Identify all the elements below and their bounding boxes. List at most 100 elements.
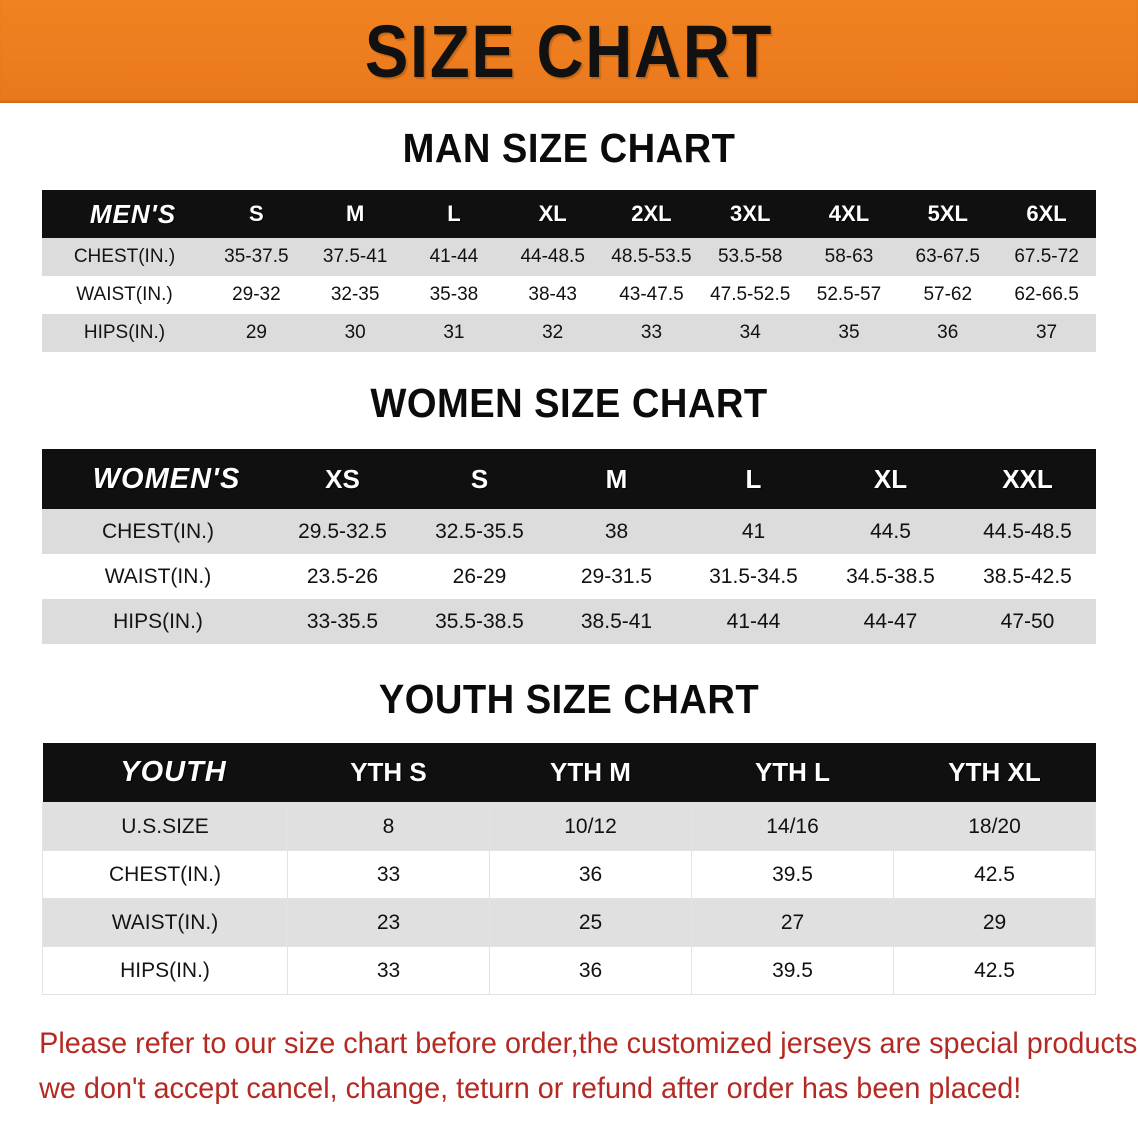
man-cell-1-7: 57-62	[923, 284, 973, 305]
man-row-label-2: HIPS(IN.)	[83, 322, 166, 343]
youth-row-label-1: CHEST(IN.)	[42, 850, 288, 899]
youth-table-row: CHEST(IN.) 33 36 39.5 42.5	[42, 850, 1096, 899]
women-column-header-3: L	[745, 463, 762, 494]
youth-table-row: U.S.SIZE 8 10/12 14/16 18/20	[42, 802, 1096, 851]
man-cell-2-3: 32	[542, 322, 564, 343]
man-table-row: WAIST(IN.) 29-32 32-35 35-38 38-43 43-47.5 47.…	[42, 276, 1096, 314]
women-cell-1-4: 34.5-38.5	[846, 564, 935, 588]
man-cell-1-3: 38-43	[528, 284, 577, 305]
youth-cell-2-1: 25	[489, 898, 692, 947]
man-column-header-3: XL	[538, 201, 567, 226]
youth-row-label-0: U.S.SIZE	[42, 802, 288, 851]
youth-cell-0-1: 10/12	[489, 802, 692, 851]
man-column-header-7: 5XL	[927, 201, 968, 226]
man-cell-2-5: 34	[739, 322, 761, 343]
youth-cell-0-2: 14/16	[691, 802, 894, 851]
youth-table-head: YOUTH YTH S YTH M YTH L YTH XL	[42, 743, 1096, 803]
women-table-head: WOMEN'S XS S M L XL XXL	[42, 449, 1096, 509]
man-cell-1-5: 47.5-52.5	[710, 284, 791, 305]
youth-row-label-2: WAIST(IN.)	[42, 898, 288, 947]
women-cell-1-1: 26-29	[452, 564, 507, 588]
man-size-chart-container: MEN'S S M L XL 2XL 3XL 4XL 5XL 6XL CHEST(IN.) 35-…	[42, 190, 1096, 352]
women-table-row: CHEST(IN.) 29.5-32.5 32.5-35.5 38 41 44.5 44.5…	[42, 509, 1096, 554]
man-column-header-0: S	[249, 201, 264, 226]
youth-cell-0-3: 18/20	[893, 802, 1096, 851]
man-cell-2-1: 30	[344, 322, 366, 343]
women-header-row: WOMEN'S XS S M L XL XXL	[42, 449, 1096, 509]
youth-header-label: YOUTH	[120, 756, 227, 788]
man-table-row: CHEST(IN.) 35-37.5 37.5-41 41-44 44-48.5 48.5…	[42, 238, 1096, 276]
order-policy-note-line-1: Please refer to our size chart before or…	[39, 1027, 1138, 1060]
youth-cell-2-2: 27	[691, 898, 894, 947]
youth-table-row: WAIST(IN.) 23 25 27 29	[42, 898, 1096, 947]
man-table-body: CHEST(IN.) 35-37.5 37.5-41 41-44 44-48.5 48.5…	[42, 238, 1096, 352]
youth-cell-3-3: 42.5	[893, 946, 1096, 995]
man-column-header-6: 4XL	[828, 201, 870, 226]
women-table-row: WAIST(IN.) 23.5-26 26-29 29-31.5 31.5-34.5 34…	[42, 554, 1096, 599]
youth-cell-1-2: 39.5	[691, 850, 894, 899]
youth-cell-0-0: 8	[287, 802, 490, 851]
man-cell-1-6: 52.5-57	[816, 284, 882, 305]
women-cell-2-3: 41-44	[726, 609, 781, 633]
page-banner: SIZE CHART	[0, 0, 1138, 103]
youth-column-header-3: YTH XL	[948, 757, 1041, 787]
women-table-body: CHEST(IN.) 29.5-32.5 32.5-35.5 38 41 44.5 44.5…	[42, 509, 1096, 644]
women-column-header-0: XS	[325, 463, 360, 494]
man-column-header-1: M	[345, 201, 365, 226]
man-table-head: MEN'S S M L XL 2XL 3XL 4XL 5XL 6XL	[42, 190, 1096, 238]
man-cell-2-8: 37	[1035, 322, 1058, 343]
youth-size-table: YOUTH YTH S YTH M YTH L YTH XL U.S.SIZE 8 10/…	[42, 743, 1096, 995]
women-cell-0-0: 29.5-32.5	[298, 519, 387, 543]
man-cell-2-6: 35	[838, 322, 860, 343]
man-cell-0-8: 67.5-72	[1014, 246, 1079, 267]
women-column-header-4: XL	[873, 463, 908, 494]
man-cell-0-2: 41-44	[429, 246, 479, 267]
women-cell-1-3: 31.5-34.5	[709, 564, 798, 588]
youth-column-header-2: YTH L	[754, 757, 831, 787]
women-column-header-5: XXL	[1002, 463, 1053, 494]
man-cell-0-3: 44-48.5	[520, 246, 585, 267]
women-cell-1-5: 38.5-42.5	[983, 564, 1072, 588]
page-title: SIZE CHART	[364, 9, 774, 93]
man-column-header-4: 2XL	[631, 201, 672, 226]
youth-section-title: YOUTH SIZE CHART	[378, 676, 760, 722]
man-cell-2-7: 36	[937, 322, 959, 343]
women-cell-2-2: 38.5-41	[580, 609, 653, 633]
women-cell-1-2: 29-31.5	[580, 564, 653, 588]
man-cell-1-0: 29-32	[232, 284, 281, 305]
man-cell-0-5: 53.5-58	[717, 246, 783, 267]
youth-cell-3-0: 33	[287, 946, 490, 995]
man-cell-2-0: 29	[245, 322, 267, 343]
women-row-label-2: HIPS(IN.)	[113, 609, 203, 633]
women-cell-0-1: 32.5-35.5	[435, 519, 524, 543]
women-row-label-0: CHEST(IN.)	[102, 519, 214, 543]
man-cell-1-2: 35-38	[429, 284, 479, 305]
man-column-header-5: 3XL	[730, 201, 771, 226]
youth-column-header-1: YTH M	[550, 757, 631, 787]
youth-column-header-0: YTH S	[350, 757, 427, 787]
youth-cell-3-2: 39.5	[691, 946, 894, 995]
man-column-header-2: L	[447, 201, 461, 226]
women-cell-2-5: 47-50	[1000, 609, 1055, 633]
man-header-row: MEN'S S M L XL 2XL 3XL 4XL 5XL 6XL	[42, 190, 1096, 238]
women-column-header-1: S	[470, 463, 489, 494]
youth-size-chart-container: YOUTH YTH S YTH M YTH L YTH XL U.S.SIZE 8 10/…	[42, 743, 1096, 995]
man-cell-2-4: 33	[640, 322, 663, 343]
man-cell-0-4: 48.5-53.5	[611, 246, 692, 267]
man-cell-2-2: 31	[443, 322, 465, 343]
man-cell-0-7: 63-67.5	[915, 246, 980, 267]
youth-cell-2-0: 23	[287, 898, 490, 947]
youth-cell-2-3: 29	[893, 898, 1096, 947]
women-cell-0-5: 44.5-48.5	[983, 519, 1072, 543]
man-table-row: HIPS(IN.) 29 30 31 32 33 34 35 36 37	[42, 314, 1096, 352]
youth-cell-1-0: 33	[287, 850, 490, 899]
man-cell-1-8: 62-66.5	[1014, 284, 1079, 305]
women-cell-0-2: 38	[604, 519, 629, 543]
women-table-row: HIPS(IN.) 33-35.5 35.5-38.5 38.5-41 41-44 44-…	[42, 599, 1096, 644]
youth-cell-3-1: 36	[489, 946, 692, 995]
man-section-title: MAN SIZE CHART	[402, 125, 736, 171]
women-header-label: WOMEN'S	[92, 462, 241, 495]
women-row-label-1: WAIST(IN.)	[104, 564, 212, 588]
women-cell-0-4: 44.5	[870, 519, 911, 543]
women-column-header-2: M	[605, 463, 628, 494]
